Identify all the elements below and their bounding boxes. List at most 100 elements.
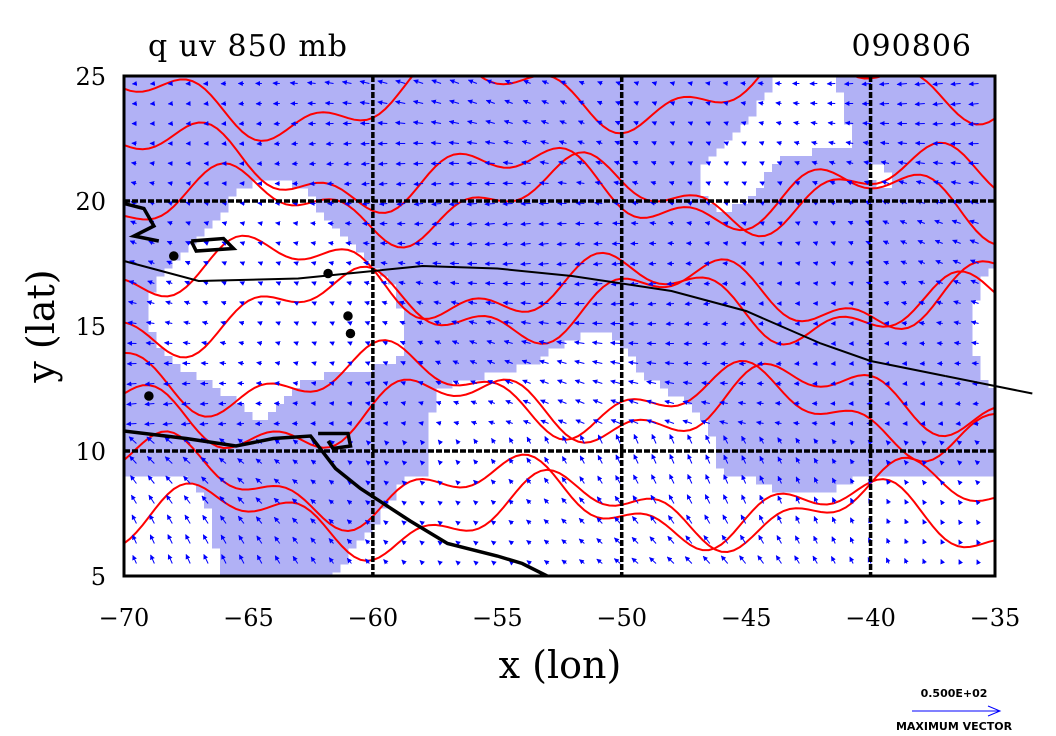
shading-cell <box>436 148 445 157</box>
shading-cell <box>324 164 333 173</box>
wind-vector <box>326 161 334 167</box>
wind-vector <box>220 320 227 326</box>
shading-cell <box>212 404 221 413</box>
shading-cell <box>692 228 701 237</box>
shading-cell <box>284 76 293 85</box>
shading-cell <box>180 156 189 165</box>
shading-cell <box>244 116 253 125</box>
shading-cell <box>604 268 613 277</box>
shading-cell <box>228 572 237 576</box>
wind-vector <box>203 554 209 564</box>
shading-cell <box>172 436 181 445</box>
shading-cell <box>916 124 925 133</box>
wind-vector <box>275 241 281 247</box>
shading-cell <box>420 300 429 309</box>
shading-cell <box>380 188 389 197</box>
shading-cell <box>644 236 653 245</box>
shading-cell <box>900 108 909 117</box>
shading-cell <box>580 252 589 261</box>
shading-cell <box>244 540 253 549</box>
shading-cell <box>484 164 493 173</box>
shading-cell <box>852 100 861 109</box>
shading-cell <box>884 140 893 149</box>
shading-cell <box>244 532 253 541</box>
shading-cell <box>188 212 197 221</box>
wind-vector <box>310 381 317 386</box>
shading-cell <box>172 204 181 213</box>
shading-cell <box>308 404 317 413</box>
wind-vector <box>484 160 495 166</box>
shading-cell <box>412 324 421 333</box>
shading-cell <box>364 92 373 101</box>
shading-cell <box>428 252 437 261</box>
shading-cell <box>660 252 669 261</box>
shading-cell <box>956 316 965 325</box>
shading-cell <box>852 268 861 277</box>
shading-cell <box>404 124 413 133</box>
shading-cell <box>668 140 677 149</box>
shading-cell <box>372 516 381 525</box>
shading-cell <box>724 116 733 125</box>
shading-cell <box>452 268 461 277</box>
shading-cell <box>924 252 933 261</box>
shading-cell <box>572 276 581 285</box>
shading-cell <box>692 388 701 397</box>
shading-cell <box>812 228 821 237</box>
shading-cell <box>364 372 373 381</box>
shading-cell <box>276 556 285 565</box>
shading-cell <box>804 372 813 381</box>
wind-vector <box>127 320 137 326</box>
shading-cell <box>124 316 133 325</box>
shading-cell <box>756 372 765 381</box>
shading-cell <box>884 372 893 381</box>
shading-cell <box>644 124 653 133</box>
shading-cell <box>756 228 765 237</box>
shading-cell <box>732 100 741 109</box>
shading-cell <box>180 452 189 461</box>
shading-cell <box>948 228 957 237</box>
shading-cell <box>572 292 581 301</box>
shading-cell <box>964 364 973 373</box>
shading-cell <box>572 252 581 261</box>
shading-cell <box>876 316 885 325</box>
shading-cell <box>836 148 845 157</box>
shading-cell <box>516 292 525 301</box>
shading-cell <box>580 156 589 165</box>
shading-cell <box>916 324 925 333</box>
shading-cell <box>804 444 813 453</box>
shading-cell <box>916 404 925 413</box>
shading-cell <box>908 468 917 477</box>
shading-cell <box>140 132 149 141</box>
shading-cell <box>860 100 869 109</box>
wind-vector <box>485 300 495 306</box>
shading-cell <box>420 396 429 405</box>
shading-cell <box>772 292 781 301</box>
shading-cell <box>140 148 149 157</box>
wind-vector <box>377 120 388 126</box>
shading-cell <box>260 452 269 461</box>
wind-vector <box>466 140 477 146</box>
shading-cell <box>884 284 893 293</box>
shading-cell <box>436 84 445 93</box>
shading-cell <box>652 220 661 229</box>
shading-cell <box>700 332 709 341</box>
shading-cell <box>268 460 277 469</box>
shading-cell <box>716 452 725 461</box>
shading-cell <box>324 92 333 101</box>
shading-cell <box>164 100 173 109</box>
shading-cell <box>140 172 149 181</box>
wind-vector <box>293 321 300 327</box>
shading-cell <box>340 100 349 109</box>
shading-cell <box>548 132 557 141</box>
wind-vector <box>470 380 478 385</box>
shading-cell <box>348 236 357 245</box>
shading-cell <box>932 468 941 477</box>
shading-cell <box>788 380 797 389</box>
shading-cell <box>492 92 501 101</box>
shading-cell <box>348 524 357 533</box>
shading-cell <box>228 508 237 517</box>
shading-cell <box>852 276 861 285</box>
shading-cell <box>964 388 973 397</box>
shading-cell <box>308 100 317 109</box>
shading-cell <box>604 156 613 165</box>
